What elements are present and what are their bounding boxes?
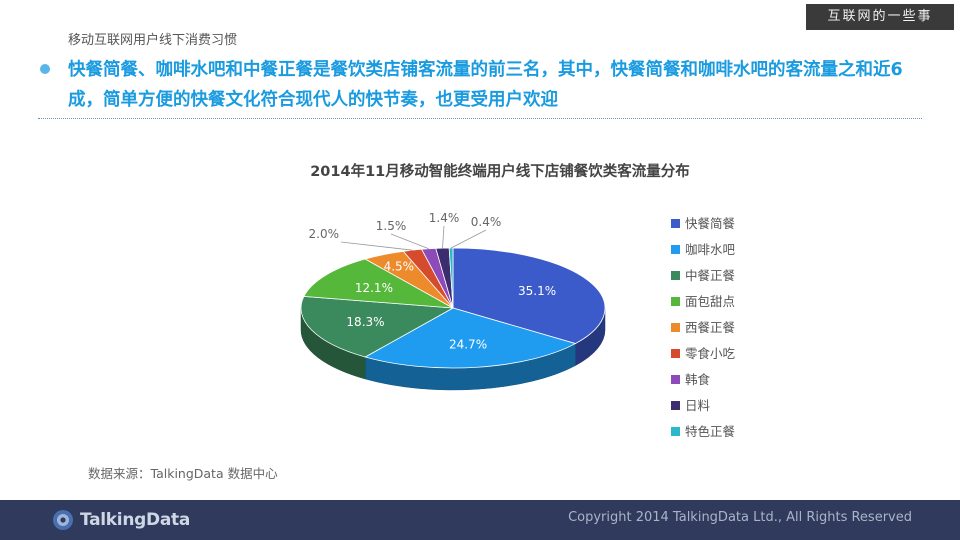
footer-bar: [0, 500, 960, 540]
divider: [38, 118, 922, 119]
legend-label-1: 咖啡水吧: [685, 242, 736, 257]
pie-slice-0: [452, 247, 606, 345]
bullet-icon: [40, 64, 50, 74]
section-title: 移动互联网用户线下消费习惯: [68, 33, 238, 48]
headline: 快餐简餐、咖啡水吧和中餐正餐是餐饮类店铺客流量的前三名，其中，快餐简餐和咖啡水吧…: [68, 60, 903, 110]
leader-line-5: [340, 241, 413, 251]
data-label-7: 1.4%: [429, 211, 460, 225]
logo-icon: [53, 510, 73, 530]
legend-label-7: 日料: [685, 398, 711, 413]
legend-label-0: 快餐简餐: [685, 216, 736, 231]
legend-label-8: 特色正餐: [685, 424, 736, 439]
data-label-3: 12.1%: [355, 281, 393, 295]
leader-line-6: [390, 233, 429, 250]
slide-header: 移动互联网用户线下消费习惯 互联网的一些事 快餐简餐、咖啡水吧和中餐正餐是餐饮类…: [0, 0, 960, 130]
data-label-8: 0.4%: [471, 215, 502, 229]
legend-swatch-1: [671, 245, 680, 254]
pie-chart: 2014年11月移动智能终端用户线下店铺餐饮类客流量分布 35.1% 24.7% 18…: [300, 162, 736, 439]
brand-tag: 互联网的一些事: [806, 4, 954, 30]
talkingdata-logo: TalkingData: [52, 507, 190, 533]
data-label-5: 2.0%: [309, 227, 340, 241]
legend-swatch-8: [671, 427, 680, 436]
pie-slice-2: [300, 295, 455, 358]
legend-swatch-6: [671, 375, 680, 384]
legend-swatch-5: [671, 349, 680, 358]
legend-label-2: 中餐正餐: [685, 268, 736, 283]
legend-swatch-7: [671, 401, 680, 410]
data-label-6: 1.5%: [376, 219, 407, 233]
legend-label-3: 面包甜点: [685, 294, 735, 309]
data-label-2: 18.3%: [346, 315, 384, 329]
data-label-1: 24.7%: [449, 338, 487, 352]
legend-swatch-2: [671, 271, 680, 280]
legend-label-4: 西餐正餐: [685, 320, 736, 335]
leader-line-7: [442, 225, 445, 249]
logo-text: TalkingData: [80, 510, 190, 530]
leader-line-8: [450, 229, 487, 249]
legend-swatch-0: [671, 219, 680, 228]
data-label-0: 35.1%: [518, 284, 556, 298]
pie-slice-8: [448, 247, 454, 309]
source-note: 数据来源：TalkingData 数据中心: [88, 466, 278, 481]
legend-label-6: 韩食: [685, 372, 711, 387]
copyright-text: Copyright 2014 TalkingData Ltd., All Rig…: [568, 510, 912, 525]
legend-label-5: 零食小吃: [685, 346, 736, 361]
chart-title: 2014年11月移动智能终端用户线下店铺餐饮类客流量分布: [310, 162, 690, 180]
pie-slice-3: [303, 258, 454, 309]
data-label-4: 4.5%: [384, 259, 415, 273]
pie-slice-1: [364, 307, 577, 369]
legend-swatch-3: [671, 297, 680, 306]
legend-swatch-4: [671, 323, 680, 332]
